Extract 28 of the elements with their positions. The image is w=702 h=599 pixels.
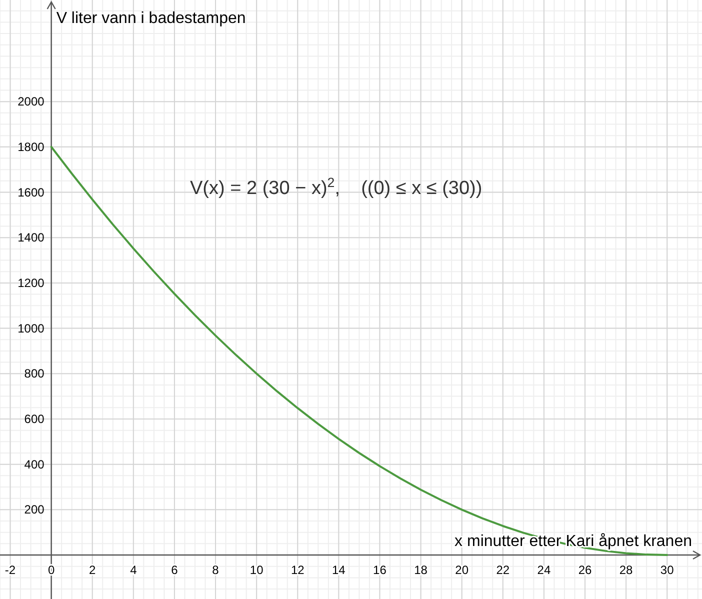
x-tick-label: 14 (332, 563, 346, 578)
x-tick-label: 12 (290, 563, 305, 578)
y-tick-label: 1800 (18, 140, 45, 154)
y-tick-label: 400 (24, 457, 45, 472)
y-tick-label: 2000 (18, 94, 45, 109)
x-tick-label: 22 (496, 563, 510, 578)
x-tick-label: 24 (537, 563, 551, 578)
x-tick-label: 8 (212, 563, 220, 578)
x-tick-label: 10 (250, 563, 264, 578)
y-tick-label: 1600 (18, 185, 45, 200)
x-tick-label: -2 (4, 563, 16, 578)
x-tick-label: 26 (578, 563, 592, 578)
y-tick-label: 1400 (18, 230, 45, 245)
x-tick-label: 6 (171, 563, 178, 578)
x-tick-label: 18 (414, 563, 428, 578)
y-axis-title: V liter vann i badestampen (56, 10, 246, 27)
y-tick-label: 1000 (18, 321, 45, 336)
x-tick-label: 4 (130, 563, 138, 578)
x-tick-label: 16 (373, 563, 387, 578)
y-tick-label: 1200 (18, 276, 45, 290)
x-tick-label: 28 (619, 563, 634, 578)
y-tick-label: 200 (24, 502, 45, 517)
y-tick-label: 800 (24, 366, 45, 381)
x-tick-label: 30 (660, 563, 674, 578)
annotation: V(x) = 2 (30 − x)$^{2}$, ((0) ≤ x ≤ (30)) (190, 174, 482, 199)
y-tick-label: 600 (24, 412, 45, 426)
x-tick-label: 20 (455, 563, 469, 578)
x-tick-label: 2 (89, 563, 96, 578)
